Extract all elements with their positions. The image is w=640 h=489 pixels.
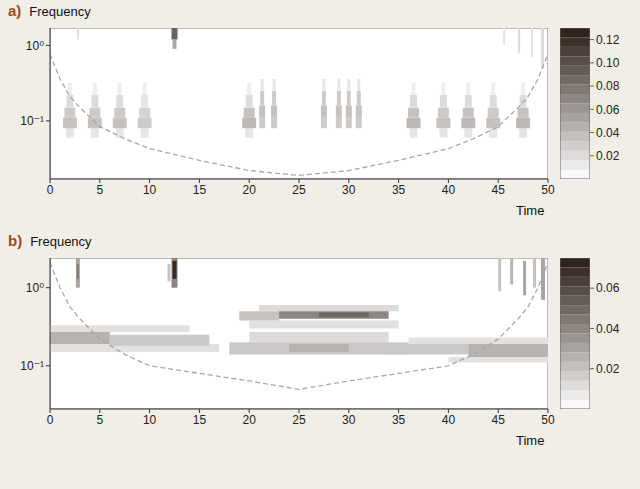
svg-text:15: 15 [193,183,207,197]
svg-text:30: 30 [342,413,356,427]
svg-text:10⁰: 10⁰ [26,39,44,53]
svg-text:5: 5 [96,183,103,197]
svg-text:0: 0 [47,413,54,427]
svg-text:5: 5 [96,413,103,427]
svg-text:40: 40 [442,413,456,427]
svg-text:0.10: 0.10 [596,56,620,70]
svg-text:0.02: 0.02 [596,362,620,376]
svg-text:50: 50 [541,183,555,197]
svg-text:0.02: 0.02 [596,149,620,163]
html-text:b): b) [8,232,23,249]
svg-text:35: 35 [392,183,406,197]
svg-text:0: 0 [47,183,54,197]
svg-text:0.04: 0.04 [596,322,620,336]
svg-text:30: 30 [342,183,356,197]
svg-text:15: 15 [193,413,207,427]
svg-text:50: 50 [541,413,555,427]
svg-text:10: 10 [143,183,157,197]
svg-text:0.08: 0.08 [596,79,620,93]
svg-text:10⁰: 10⁰ [26,281,44,295]
html-text:Frequency: Frequency [29,4,91,19]
svg-text:0.06: 0.06 [596,103,620,117]
svg-text:0.12: 0.12 [596,33,620,47]
html-text:a): a) [8,2,22,19]
svg-text:10⁻¹: 10⁻¹ [20,114,44,128]
html-text:Time: Time [516,433,545,448]
svg-text:10⁻¹: 10⁻¹ [20,359,44,373]
svg-text:20: 20 [243,413,257,427]
svg-text:35: 35 [392,413,406,427]
svg-text:25: 25 [292,183,306,197]
svg-text:0.04: 0.04 [596,126,620,140]
svg-text:20: 20 [243,183,257,197]
svg-text:45: 45 [492,413,506,427]
svg-text:40: 40 [442,183,456,197]
svg-text:45: 45 [492,183,506,197]
html-text:Frequency: Frequency [30,234,92,249]
svg-text:10: 10 [143,413,157,427]
svg-text:25: 25 [292,413,306,427]
html-text:Time: Time [516,203,545,218]
svg-text:0.06: 0.06 [596,281,620,295]
